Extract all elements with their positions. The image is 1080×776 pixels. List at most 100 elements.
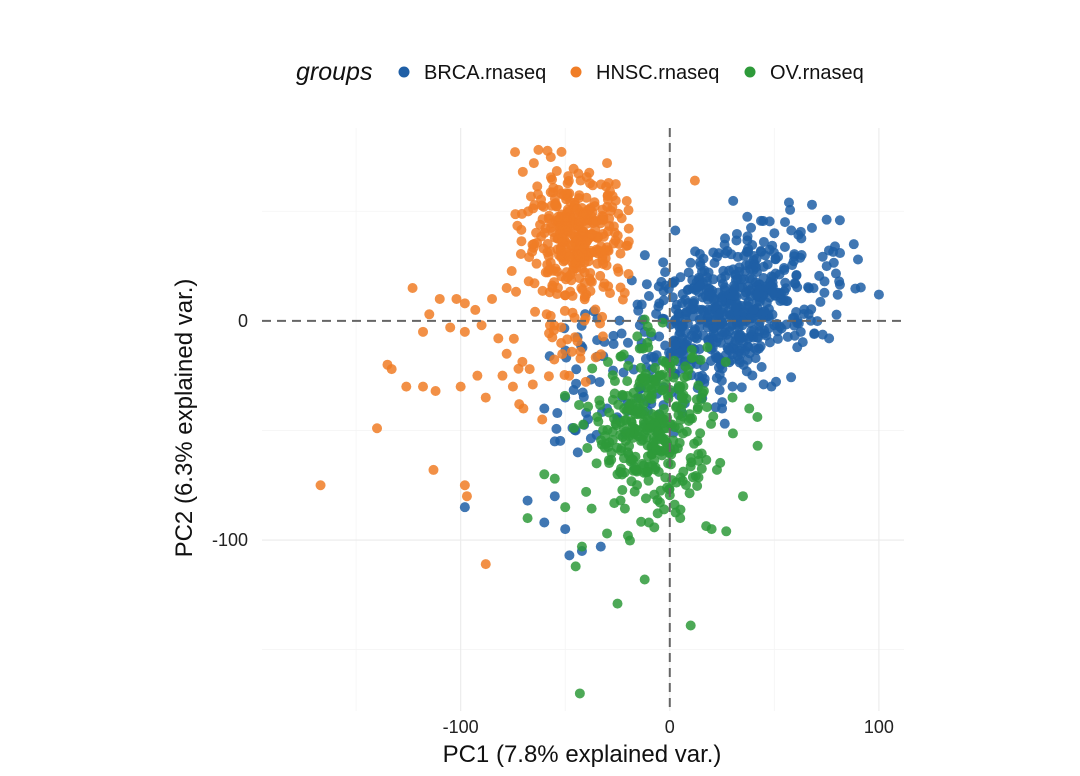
brca-rnaseqpoint bbox=[728, 290, 739, 301]
brca-rnaseqpoint bbox=[791, 270, 802, 281]
hnsc-rnaseqpoint bbox=[524, 364, 535, 375]
brca-rnaseqpoint bbox=[671, 299, 682, 310]
hnsc-rnaseqpoint bbox=[559, 369, 570, 380]
brca-rnaseqpoint bbox=[725, 321, 736, 332]
brca-rnaseqpoint bbox=[783, 197, 794, 208]
ov-rnaseqpoint bbox=[646, 420, 657, 431]
brca-rnaseqpoint bbox=[549, 491, 560, 502]
hnsc-rnaseqpoint bbox=[602, 201, 613, 212]
brca-rnaseqpoint bbox=[670, 225, 681, 236]
ov-rnaseqpoint bbox=[583, 401, 594, 412]
brca-rnaseqpoint bbox=[767, 286, 778, 297]
ov-rnaseqpoint bbox=[654, 409, 665, 420]
ov-rnaseqpoint bbox=[701, 454, 712, 465]
brca-rnaseqpoint bbox=[742, 354, 753, 365]
ov-rnaseqpoint bbox=[668, 435, 679, 446]
hnsc-rnaseqpoint bbox=[510, 147, 521, 158]
ov-rnaseqpoint bbox=[706, 418, 717, 429]
ov-rnaseqpoint bbox=[574, 399, 585, 410]
legend-item: BRCA.rnaseq bbox=[398, 62, 546, 84]
axes: -100 0 100 0 -100 bbox=[212, 311, 894, 737]
brca-rnaseqpoint bbox=[699, 373, 710, 384]
ov-rnaseqpoint bbox=[691, 394, 702, 405]
hnsc-rnaseqpoint bbox=[596, 247, 607, 258]
hnsc-rnaseqpoint bbox=[615, 248, 626, 259]
ov-rnaseqpoint bbox=[660, 472, 671, 483]
hnsc-rnaseqpoint bbox=[566, 346, 577, 357]
hnsc-rnaseqpoint bbox=[542, 259, 553, 270]
y-axis-title: PC2 (6.3% explained var.) bbox=[171, 279, 198, 558]
brca-rnaseqpoint bbox=[806, 222, 817, 233]
ov-rnaseqpoint bbox=[618, 423, 629, 434]
hnsc-rnaseqpoint bbox=[564, 251, 575, 262]
brca-rnaseqpoint bbox=[522, 495, 533, 506]
hnsc-rnaseqpoint bbox=[517, 356, 528, 367]
brca-rnaseqpoint bbox=[674, 312, 685, 323]
hnsc-rnaseqpoint bbox=[501, 348, 512, 359]
hnsc-rnaseqpoint bbox=[608, 238, 619, 249]
hnsc-rnaseqpoint bbox=[472, 370, 483, 381]
brca-rnaseqpoint bbox=[780, 217, 791, 228]
brca-rnaseqpoint bbox=[754, 320, 765, 331]
ov-rnaseqpoint bbox=[662, 390, 673, 401]
hnsc-rnaseqpoint bbox=[580, 209, 591, 220]
ov-rnaseqpoint bbox=[693, 472, 704, 483]
ov-rnaseqpoint bbox=[654, 434, 665, 445]
ov-rnaseqpoint bbox=[582, 443, 593, 453]
hnsc-rnaseqpoint bbox=[542, 238, 553, 249]
hnsc-rnaseqpoint bbox=[476, 320, 487, 331]
hnsc-rnaseqpoint bbox=[545, 172, 556, 183]
ov-rnaseqpoint bbox=[637, 434, 648, 445]
brca-rnaseqpoint bbox=[716, 296, 727, 307]
hnsc-rnaseqpoint bbox=[459, 326, 470, 337]
ov-rnaseqpoint bbox=[643, 475, 654, 486]
brca-rnaseqpoint bbox=[682, 336, 693, 347]
hnsc-rnaseqpoint bbox=[487, 293, 498, 304]
hnsc-rnaseqpoint bbox=[552, 289, 563, 300]
ov-rnaseqpoint bbox=[522, 513, 533, 524]
brca-rnaseqpoint bbox=[767, 309, 778, 320]
brca-rnaseqpoint bbox=[808, 283, 819, 294]
brca-rnaseqpoint bbox=[695, 260, 706, 271]
hnsc-rnaseqpoint bbox=[595, 270, 606, 281]
hnsc-rnaseqpoint bbox=[537, 414, 548, 425]
brca-rnaseqpoint bbox=[717, 278, 728, 289]
ov-rnaseqpoint bbox=[623, 360, 634, 371]
hnsc-rnaseqpoint bbox=[595, 349, 606, 360]
brca-rnaseqpoint bbox=[694, 248, 705, 259]
hnsc-rnaseqpoint bbox=[609, 227, 620, 238]
hnsc-rnaseqpoint bbox=[528, 158, 539, 169]
brca-rnaseqpoint bbox=[726, 249, 737, 260]
hnsc-rnaseqpoint bbox=[508, 333, 519, 344]
hnsc-rnaseqpoint bbox=[493, 333, 504, 344]
ov-rnaseqpoint bbox=[641, 382, 652, 393]
brca-rnaseqpoint bbox=[549, 436, 560, 447]
brca-rnaseqpoint bbox=[828, 257, 839, 268]
brca-rnaseqpoint bbox=[798, 308, 809, 319]
ov-rnaseqpoint bbox=[633, 403, 644, 414]
data-points bbox=[315, 144, 884, 699]
brca-rnaseqpoint bbox=[761, 297, 772, 308]
hnsc-rnaseqpoint bbox=[576, 282, 587, 293]
hnsc-rnaseqpoint bbox=[553, 211, 564, 222]
brca-rnaseqpoint bbox=[792, 282, 803, 293]
ov-rnaseqpoint bbox=[663, 458, 674, 469]
hnsc-rnaseqpoint bbox=[549, 320, 560, 331]
brca-rnaseqpoint bbox=[716, 326, 727, 337]
ov-rnaseqpoint bbox=[635, 362, 646, 373]
brca-rnaseqpoint bbox=[779, 286, 790, 297]
brca-rnaseqpoint bbox=[817, 251, 828, 262]
brca-rnaseqpoint bbox=[779, 241, 790, 252]
brca-rnaseqpoint bbox=[640, 353, 651, 364]
brca-rnaseqpoint bbox=[831, 309, 842, 320]
ov-rnaseqpoint bbox=[715, 457, 726, 468]
ov-rnaseqpoint bbox=[692, 402, 703, 413]
hnsc-rnaseqpoint bbox=[601, 260, 612, 271]
brca-rnaseqpoint bbox=[789, 251, 800, 262]
ov-rnaseqpoint bbox=[615, 495, 626, 506]
brca-rnaseqpoint bbox=[819, 287, 830, 298]
ov-rnaseqpoint bbox=[641, 467, 652, 478]
ov-rnaseqpoint bbox=[675, 414, 686, 425]
brca-rnaseqpoint bbox=[719, 239, 730, 250]
brca-rnaseqpoint bbox=[695, 280, 706, 291]
